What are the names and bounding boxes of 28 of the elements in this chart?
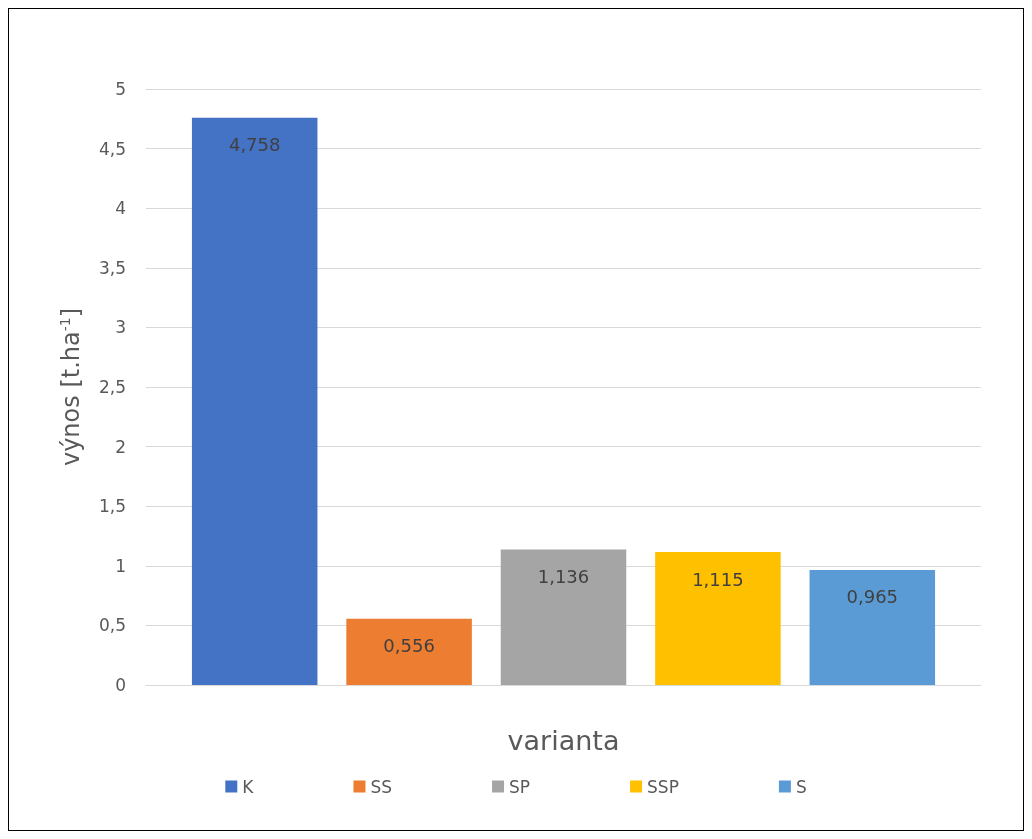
y-axis-title: výnos [t.ha-1] [57,307,85,467]
legend-label: SP [509,776,531,797]
y-tick-label: 5 [115,79,126,99]
y-tick-label: 2,5 [98,377,126,397]
bar [655,552,781,685]
legend-label: K [242,776,255,797]
y-tick-label: 4,5 [98,138,126,159]
bar [346,618,472,685]
data-label: 0,965 [846,586,899,608]
bar [191,117,318,685]
data-label: 0,556 [383,635,435,657]
legend-label: S [795,776,807,797]
y-tick-label: 2 [115,436,126,457]
y-tick-label: 3,5 [98,257,126,278]
bar [500,549,627,685]
y-tick-label: 0,5 [98,615,126,636]
x-axis-title: varianta [507,725,620,756]
legend-label: SS [370,776,393,797]
legend-label: SSP [647,776,679,797]
bar [809,569,936,685]
y-tick-label: 1,5 [98,496,126,517]
data-label: 4,758 [228,134,281,156]
y-tick-label: 0 [115,675,126,695]
y-tick-label: 4 [115,198,126,219]
data-label: 1,115 [692,568,744,590]
y-tick-label: 3 [115,317,126,338]
data-label: 1,136 [537,566,590,588]
y-tick-label: 1 [115,555,126,576]
